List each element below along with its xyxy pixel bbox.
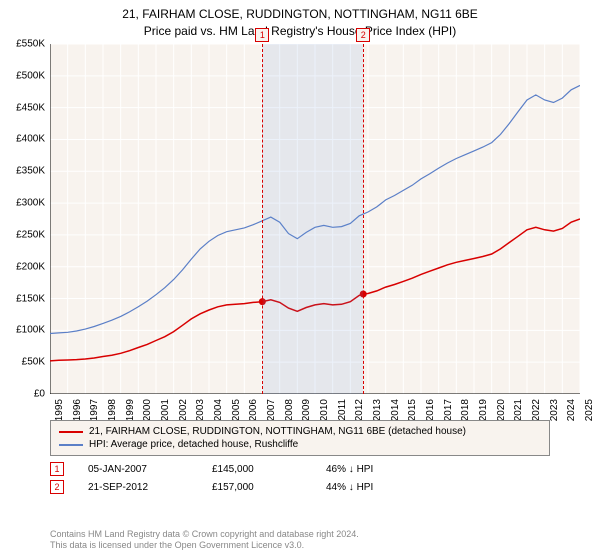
chart-container: 21, FAIRHAM CLOSE, RUDDINGTON, NOTTINGHA… (0, 0, 600, 560)
legend-label-property: 21, FAIRHAM CLOSE, RUDDINGTON, NOTTINGHA… (89, 426, 466, 437)
event-date-1: 05-JAN-2007 (88, 464, 188, 475)
legend-swatch-hpi (59, 444, 83, 446)
legend-row-hpi: HPI: Average price, detached house, Rush… (59, 438, 541, 451)
event-delta-1: 46% ↓ HPI (326, 464, 373, 475)
chart-area: 12 £0£50K£100K£150K£200K£250K£300K£350K£… (50, 44, 580, 394)
event-delta-2: 44% ↓ HPI (326, 482, 373, 493)
title-line-2: Price paid vs. HM Land Registry's House … (0, 23, 600, 40)
title-line-1: 21, FAIRHAM CLOSE, RUDDINGTON, NOTTINGHA… (0, 6, 600, 23)
plot-background: 12 (50, 44, 580, 394)
event-row-2: 2 21-SEP-2012 £157,000 44% ↓ HPI (50, 478, 580, 496)
event-marker-2: 2 (50, 480, 64, 494)
event-marker-1: 1 (50, 462, 64, 476)
footer-attribution: Contains HM Land Registry data © Crown c… (50, 529, 359, 552)
event-date-2: 21-SEP-2012 (88, 482, 188, 493)
title-block: 21, FAIRHAM CLOSE, RUDDINGTON, NOTTINGHA… (0, 0, 600, 42)
legend-row-property: 21, FAIRHAM CLOSE, RUDDINGTON, NOTTINGHA… (59, 425, 541, 438)
event-price-1: £145,000 (212, 464, 302, 475)
legend-swatch-property (59, 431, 83, 433)
footer-line-2: This data is licensed under the Open Gov… (50, 540, 359, 552)
event-price-2: £157,000 (212, 482, 302, 493)
shaded-band (262, 44, 363, 394)
event-row-1: 1 05-JAN-2007 £145,000 46% ↓ HPI (50, 460, 580, 478)
legend-box: 21, FAIRHAM CLOSE, RUDDINGTON, NOTTINGHA… (50, 420, 550, 456)
footer-line-1: Contains HM Land Registry data © Crown c… (50, 529, 359, 541)
event-table: 1 05-JAN-2007 £145,000 46% ↓ HPI 2 21-SE… (50, 460, 580, 496)
legend-label-hpi: HPI: Average price, detached house, Rush… (89, 439, 298, 450)
